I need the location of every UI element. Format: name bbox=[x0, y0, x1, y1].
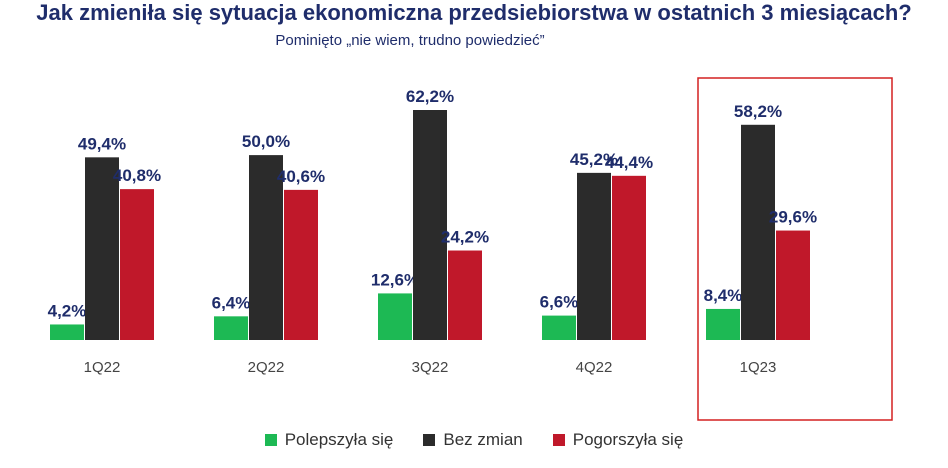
legend-label-worsened: Pogorszyła się bbox=[572, 430, 684, 449]
category-label-1q22: 1Q22 bbox=[84, 359, 121, 376]
category-label-4q22: 4Q22 bbox=[576, 359, 613, 376]
category-label-1q23: 1Q23 bbox=[740, 359, 777, 376]
bar-unchanged-4q22 bbox=[577, 172, 611, 340]
data-label-unchanged-4q22: 45,2% bbox=[570, 150, 618, 169]
data-label-improved-1q22: 4,2% bbox=[48, 301, 87, 320]
bar-worsened-4q22 bbox=[612, 175, 646, 340]
bar-improved-2q22 bbox=[214, 316, 248, 340]
bar-unchanged-1q22 bbox=[85, 157, 119, 340]
bar-improved-1q22 bbox=[50, 324, 84, 340]
chart-legend: Polepszyła się Bez zmian Pogorszyła się bbox=[0, 430, 948, 450]
highlight-box bbox=[697, 77, 893, 421]
bar-unchanged-1q23 bbox=[741, 124, 775, 340]
data-label-unchanged-3q22: 62,2% bbox=[406, 87, 454, 106]
bar-worsened-1q23 bbox=[776, 230, 810, 340]
bar-improved-4q22 bbox=[542, 315, 576, 340]
data-label-worsened-4q22: 44,4% bbox=[605, 153, 653, 172]
bar-unchanged-2q22 bbox=[249, 155, 283, 340]
category-label-3q22: 3Q22 bbox=[412, 359, 449, 376]
bar-worsened-1q22 bbox=[120, 189, 154, 340]
legend-item-unchanged: Bez zmian bbox=[423, 430, 523, 450]
data-label-improved-2q22: 6,4% bbox=[212, 293, 251, 312]
bar-worsened-3q22 bbox=[448, 250, 482, 340]
legend-swatch-improved bbox=[264, 434, 277, 446]
bar-improved-3q22 bbox=[378, 293, 412, 340]
data-label-worsened-3q22: 24,2% bbox=[441, 228, 489, 247]
data-label-unchanged-2q22: 50,0% bbox=[242, 132, 290, 151]
legend-swatch-worsened bbox=[552, 434, 565, 446]
data-label-unchanged-1q23: 58,2% bbox=[734, 102, 782, 121]
bar-improved-1q23 bbox=[706, 308, 740, 340]
chart-subtitle: Pominięto „nie wiem, trudno powiedzieć” bbox=[275, 32, 545, 49]
data-label-unchanged-1q22: 49,4% bbox=[78, 134, 126, 153]
data-label-worsened-1q22: 40,8% bbox=[113, 166, 161, 185]
data-label-worsened-2q22: 40,6% bbox=[277, 167, 325, 186]
data-label-improved-3q22: 12,6% bbox=[371, 270, 419, 289]
legend-swatch-unchanged bbox=[423, 434, 436, 446]
chart-title: Jak zmieniła się sytuacja ekonomiczna pr… bbox=[36, 0, 912, 25]
data-label-improved-1q23: 8,4% bbox=[704, 286, 743, 305]
data-label-improved-4q22: 6,6% bbox=[540, 293, 579, 312]
legend-item-improved: Polepszyła się bbox=[264, 430, 394, 450]
legend-label-unchanged: Bez zmian bbox=[443, 430, 523, 449]
data-label-worsened-1q23: 29,6% bbox=[769, 208, 817, 227]
bar-worsened-2q22 bbox=[284, 189, 318, 340]
bar-unchanged-3q22 bbox=[413, 110, 447, 340]
legend-item-worsened: Pogorszyła się bbox=[552, 430, 684, 450]
category-label-2q22: 2Q22 bbox=[248, 359, 285, 376]
legend-label-improved: Polepszyła się bbox=[284, 430, 394, 449]
